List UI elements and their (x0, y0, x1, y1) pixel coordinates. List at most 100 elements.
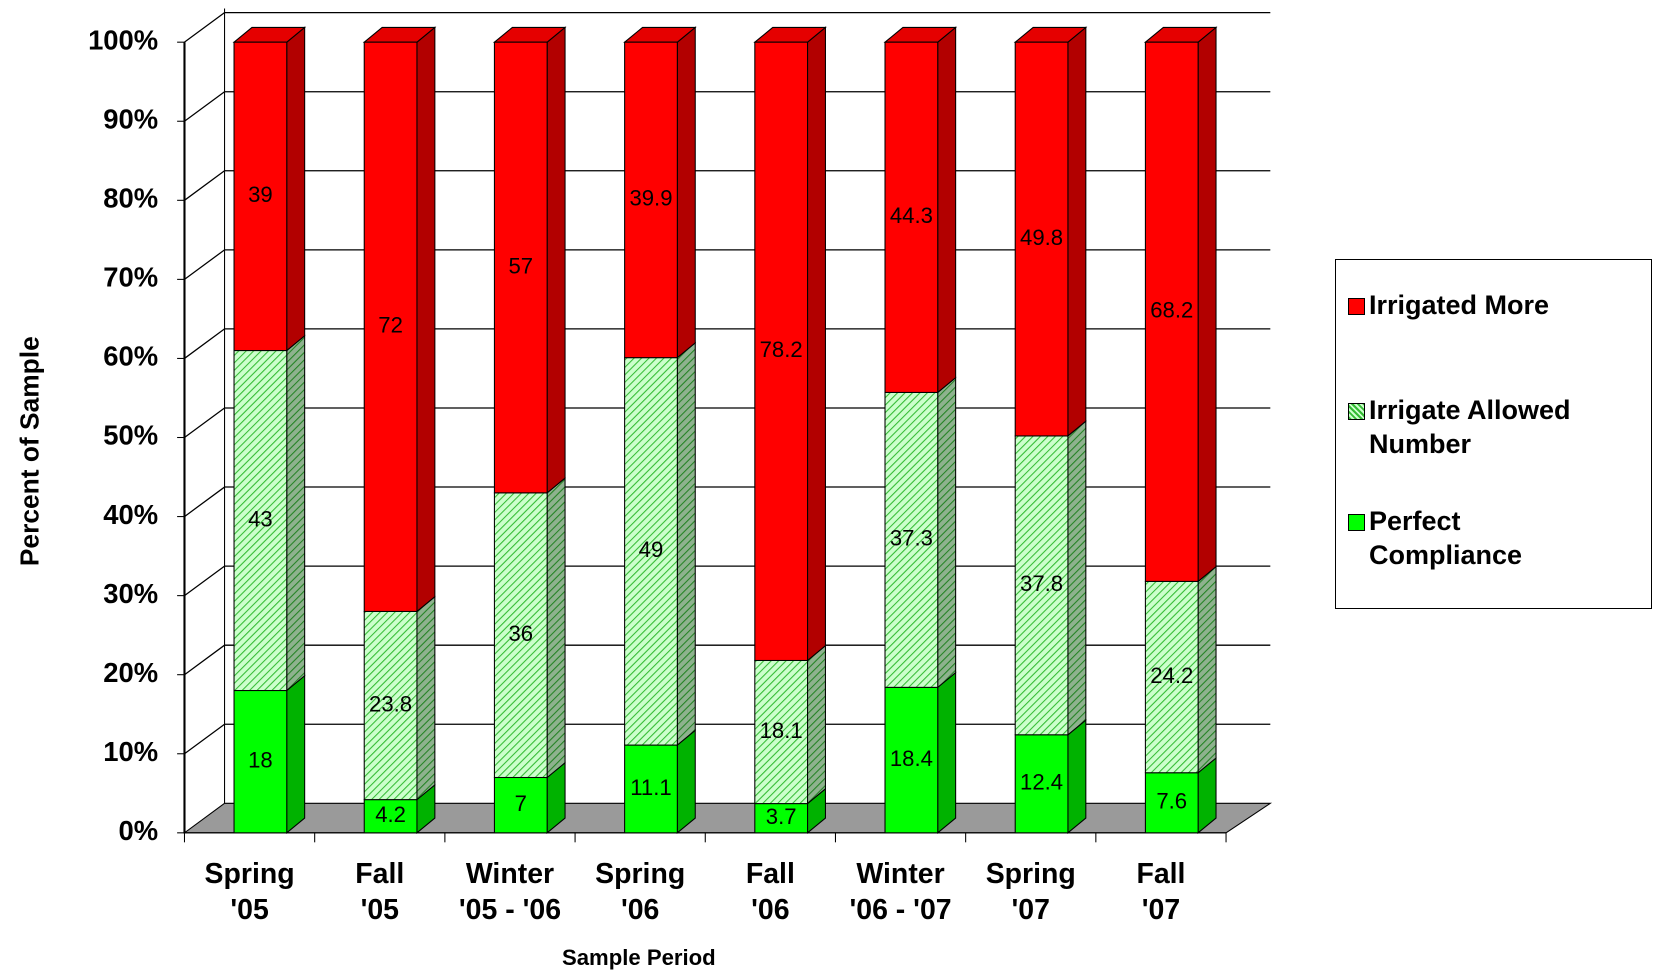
legend-label: Irrigate Allowed Number (1369, 395, 1571, 459)
bar (624, 357, 678, 746)
bar (1144, 41, 1199, 582)
value-label: 49.8 (1020, 225, 1063, 250)
bar (493, 776, 548, 834)
value-label: 68.2 (1150, 298, 1193, 323)
value-label: 39 (248, 182, 273, 207)
value-label: 24.2 (1150, 663, 1193, 688)
y-tick-label: 10% (103, 736, 158, 767)
legend: Irrigated More Irrigate Allowed Number Per… (1335, 259, 1652, 609)
y-tick-label: 70% (103, 262, 158, 293)
x-tick-label: Spring '05 (205, 858, 295, 926)
value-label: 39.9 (629, 186, 672, 211)
value-label: 4.2 (375, 802, 406, 827)
grid-line (184, 723, 1271, 755)
grid-line (184, 328, 1271, 359)
bar (1144, 772, 1199, 834)
legend-label: Perfect Compliance (1369, 506, 1523, 570)
grid-line (184, 12, 1271, 43)
bar-side-shade (416, 784, 435, 833)
bar-side-shade (1198, 27, 1217, 582)
value-label: 44.3 (890, 203, 933, 228)
x-tick-label: Spring '06 (595, 858, 685, 926)
bar (624, 41, 678, 359)
value-label: 7 (515, 791, 527, 816)
bar-side-shade (1067, 720, 1086, 833)
bar-side-shade (1067, 421, 1086, 735)
x-tick-label: Fall '07 (1136, 858, 1185, 926)
legend-item: Perfect Compliance (1348, 504, 1648, 572)
bar (493, 492, 548, 779)
bar (754, 803, 809, 834)
bar (754, 659, 809, 805)
value-label: 36 (508, 621, 533, 646)
value-label: 23.8 (369, 691, 412, 716)
y-tick-label: 90% (103, 103, 158, 134)
grid-line (184, 249, 1271, 280)
grid-line (184, 565, 1271, 597)
value-label: 11.1 (630, 775, 671, 800)
bar-side-shade (286, 27, 305, 351)
x-tick-label: Spring '07 (986, 858, 1076, 926)
bar-side-shade (937, 672, 956, 833)
bar (363, 610, 418, 801)
bar-side-shade (1198, 566, 1217, 773)
grid-line (184, 644, 1271, 676)
value-label: 57 (508, 253, 533, 278)
bar (1014, 435, 1069, 736)
grid-line (184, 486, 1271, 518)
bar-side-shade (677, 730, 696, 833)
bar-top-shade (1015, 27, 1086, 43)
value-label: 18.4 (890, 746, 933, 771)
bar-side-shade (937, 27, 956, 393)
bar-side-shade (416, 27, 435, 612)
bar-side-shade (286, 335, 305, 691)
bar (233, 689, 288, 834)
legend-swatch (1348, 514, 1365, 531)
x-tick-label: Winter '05 - '06 (459, 858, 561, 926)
x-tick-label: Fall '06 (746, 858, 795, 926)
value-label: 18 (248, 748, 273, 773)
value-label: 43 (248, 506, 273, 531)
bar-top-shade (885, 27, 956, 43)
legend-label: Irrigated More (1369, 290, 1550, 320)
value-label: 78.2 (760, 337, 803, 362)
bar-top-shade (234, 27, 305, 43)
bar-side-shade (547, 478, 566, 778)
bar (493, 41, 548, 494)
x-tick-label: Winter '06 - '07 (849, 858, 951, 926)
bar (363, 799, 418, 834)
bar-top-shade (754, 27, 826, 43)
value-label: 12.4 (1020, 770, 1063, 795)
y-tick-label: 50% (103, 420, 158, 451)
bar-side-shade (807, 645, 826, 804)
x-axis-title: Sample Period (562, 945, 716, 970)
bar-side-shade (807, 27, 826, 661)
y-tick-label: 0% (119, 815, 159, 846)
bar (624, 744, 678, 834)
bar (363, 41, 418, 612)
legend-item: Irrigate Allowed Number (1348, 393, 1648, 461)
bar (233, 350, 288, 692)
bar-side-shade (547, 762, 566, 833)
bar-top-shade (1145, 27, 1217, 43)
value-label: 3.7 (766, 804, 797, 829)
bar (884, 391, 939, 688)
bar-side-shade (286, 675, 305, 833)
legend-swatch (1348, 298, 1365, 315)
bar-side-shade (1067, 27, 1086, 436)
value-label: 49 (639, 537, 664, 562)
value-label: 72 (378, 313, 403, 338)
grid-line (184, 407, 1271, 439)
bar-top-shade (494, 27, 566, 43)
value-label: 7.6 (1156, 789, 1187, 814)
bar (1014, 734, 1069, 834)
bar-top-shade (364, 27, 435, 43)
grid-line (184, 91, 1271, 122)
y-tick-label: 20% (103, 657, 158, 688)
y-axis-title: Percent of Sample (15, 336, 45, 566)
bar-side-shade (677, 27, 696, 358)
y-tick-label: 30% (103, 578, 158, 609)
y-tick-label: 100% (88, 24, 158, 55)
